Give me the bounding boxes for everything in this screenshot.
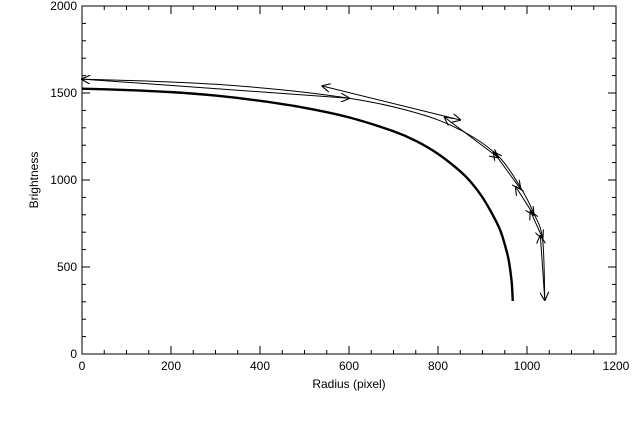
double-arrow [82, 79, 349, 98]
x-tick-label: 200 [161, 359, 181, 373]
y-axis-label: Brightness [27, 152, 41, 209]
double-arrow [516, 187, 534, 215]
annotation-arrows [82, 79, 545, 300]
x-axis-label: Radius (pixel) [312, 377, 385, 391]
x-tick-label: 1200 [603, 359, 630, 373]
double-arrow [494, 152, 521, 189]
double-arrow [531, 211, 543, 238]
axis-ticks [81, 5, 617, 355]
series-lines [81, 78, 546, 301]
x-tick-label: 1000 [514, 359, 541, 373]
x-tick-label: 800 [428, 359, 448, 373]
y-tick-label: 1500 [50, 86, 77, 100]
y-tick-label: 2000 [50, 0, 77, 13]
y-tick-label: 500 [57, 260, 77, 274]
x-tick-label: 600 [339, 359, 359, 373]
thin-profile-line [81, 78, 546, 301]
x-tick-label: 400 [250, 359, 270, 373]
double-arrow [322, 86, 460, 120]
tick-labels: 0 200 400 600 800 1000 1200 0 500 1000 1500 2000 [50, 0, 629, 373]
plot-frame [81, 5, 617, 355]
y-tick-label: 1000 [50, 173, 77, 187]
double-arrow [445, 117, 498, 157]
y-tick-label: 0 [70, 347, 77, 361]
double-arrow [540, 236, 544, 300]
x-tick-label: 0 [79, 359, 86, 373]
